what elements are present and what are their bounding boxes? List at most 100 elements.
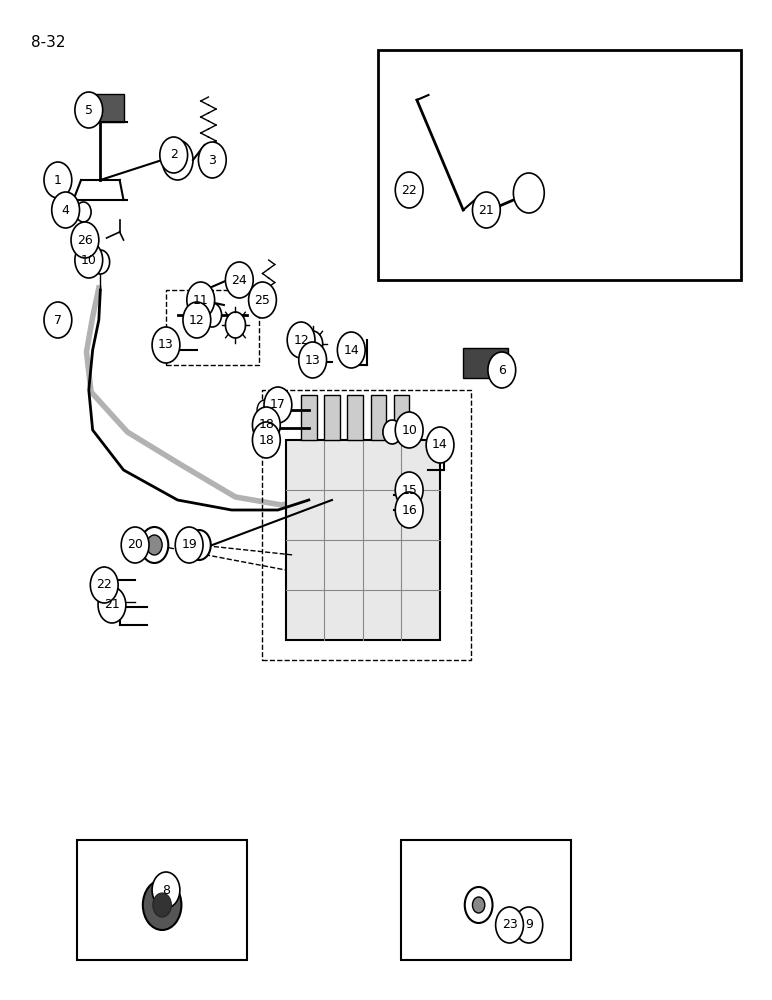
Text: 1: 1 bbox=[54, 174, 62, 186]
Text: 23: 23 bbox=[502, 918, 517, 932]
Text: 22: 22 bbox=[96, 578, 112, 591]
Text: 8-32: 8-32 bbox=[31, 35, 66, 50]
Circle shape bbox=[152, 327, 180, 363]
Circle shape bbox=[188, 530, 211, 560]
Bar bbox=[378, 50, 741, 280]
Text: 14: 14 bbox=[344, 344, 359, 357]
Circle shape bbox=[395, 412, 423, 448]
Circle shape bbox=[303, 354, 315, 370]
Circle shape bbox=[496, 907, 523, 943]
Text: 21: 21 bbox=[479, 204, 494, 217]
Circle shape bbox=[76, 202, 91, 222]
Text: 11: 11 bbox=[193, 294, 208, 306]
Circle shape bbox=[488, 352, 516, 388]
Text: 4: 4 bbox=[62, 204, 69, 217]
Bar bbox=[301, 395, 317, 440]
Bar bbox=[324, 395, 340, 440]
Circle shape bbox=[249, 282, 276, 318]
Circle shape bbox=[395, 172, 423, 208]
Circle shape bbox=[75, 242, 103, 278]
Circle shape bbox=[257, 400, 273, 420]
Circle shape bbox=[90, 567, 118, 603]
Circle shape bbox=[426, 427, 454, 463]
Circle shape bbox=[153, 893, 171, 917]
Circle shape bbox=[203, 303, 222, 327]
Text: 13: 13 bbox=[305, 354, 320, 366]
Circle shape bbox=[225, 312, 245, 338]
Bar bbox=[347, 395, 363, 440]
Circle shape bbox=[257, 418, 273, 438]
Circle shape bbox=[383, 420, 401, 444]
Text: 2: 2 bbox=[170, 148, 178, 161]
Circle shape bbox=[164, 342, 176, 358]
Bar bbox=[262, 390, 471, 660]
Circle shape bbox=[147, 535, 162, 555]
Circle shape bbox=[252, 407, 280, 443]
Circle shape bbox=[337, 332, 365, 368]
Circle shape bbox=[198, 142, 226, 178]
Circle shape bbox=[472, 897, 485, 913]
Text: 20: 20 bbox=[127, 538, 143, 552]
Bar bbox=[394, 395, 409, 440]
Bar bbox=[401, 840, 571, 960]
Bar bbox=[286, 440, 440, 640]
Text: 19: 19 bbox=[181, 538, 197, 552]
Text: 16: 16 bbox=[401, 504, 417, 516]
Text: 7: 7 bbox=[54, 314, 62, 326]
Circle shape bbox=[187, 282, 215, 318]
Bar bbox=[463, 348, 508, 378]
Circle shape bbox=[395, 472, 423, 508]
Circle shape bbox=[515, 907, 543, 943]
Circle shape bbox=[121, 527, 149, 563]
Circle shape bbox=[465, 887, 493, 923]
Circle shape bbox=[175, 527, 203, 563]
Circle shape bbox=[44, 162, 72, 198]
Text: 17: 17 bbox=[270, 398, 286, 412]
Circle shape bbox=[299, 342, 327, 378]
Text: 10: 10 bbox=[401, 424, 417, 436]
Text: 6: 6 bbox=[498, 363, 506, 376]
Circle shape bbox=[141, 527, 168, 563]
Circle shape bbox=[303, 331, 323, 357]
Circle shape bbox=[91, 250, 110, 274]
Text: 14: 14 bbox=[432, 438, 448, 452]
Bar bbox=[89, 94, 124, 122]
Text: 22: 22 bbox=[401, 184, 417, 196]
Circle shape bbox=[225, 262, 253, 298]
Circle shape bbox=[98, 587, 126, 623]
Text: 3: 3 bbox=[208, 153, 216, 166]
Text: 18: 18 bbox=[259, 418, 274, 432]
Text: 12: 12 bbox=[293, 334, 309, 347]
Text: 25: 25 bbox=[255, 294, 270, 306]
Text: 26: 26 bbox=[77, 233, 93, 246]
Circle shape bbox=[183, 302, 211, 338]
Bar bbox=[166, 290, 259, 365]
Circle shape bbox=[152, 872, 180, 908]
Circle shape bbox=[170, 150, 185, 170]
Text: 10: 10 bbox=[81, 253, 96, 266]
Circle shape bbox=[44, 302, 72, 338]
Text: 13: 13 bbox=[158, 338, 174, 352]
Text: 15: 15 bbox=[401, 484, 417, 496]
Circle shape bbox=[472, 192, 500, 228]
Text: 5: 5 bbox=[85, 104, 93, 116]
Circle shape bbox=[162, 140, 193, 180]
Bar bbox=[77, 840, 247, 960]
Bar bbox=[371, 395, 386, 440]
Text: 21: 21 bbox=[104, 598, 120, 611]
Text: 18: 18 bbox=[259, 434, 274, 446]
Circle shape bbox=[75, 92, 103, 128]
Text: 12: 12 bbox=[189, 314, 205, 326]
Circle shape bbox=[287, 322, 315, 358]
Text: 24: 24 bbox=[232, 273, 247, 286]
Circle shape bbox=[395, 492, 423, 528]
Text: 8: 8 bbox=[162, 884, 170, 896]
Circle shape bbox=[143, 880, 181, 930]
Circle shape bbox=[264, 387, 292, 423]
Circle shape bbox=[52, 192, 80, 228]
Circle shape bbox=[71, 222, 99, 258]
Text: 9: 9 bbox=[525, 918, 533, 932]
Circle shape bbox=[252, 422, 280, 458]
Circle shape bbox=[160, 137, 188, 173]
Circle shape bbox=[513, 173, 544, 213]
